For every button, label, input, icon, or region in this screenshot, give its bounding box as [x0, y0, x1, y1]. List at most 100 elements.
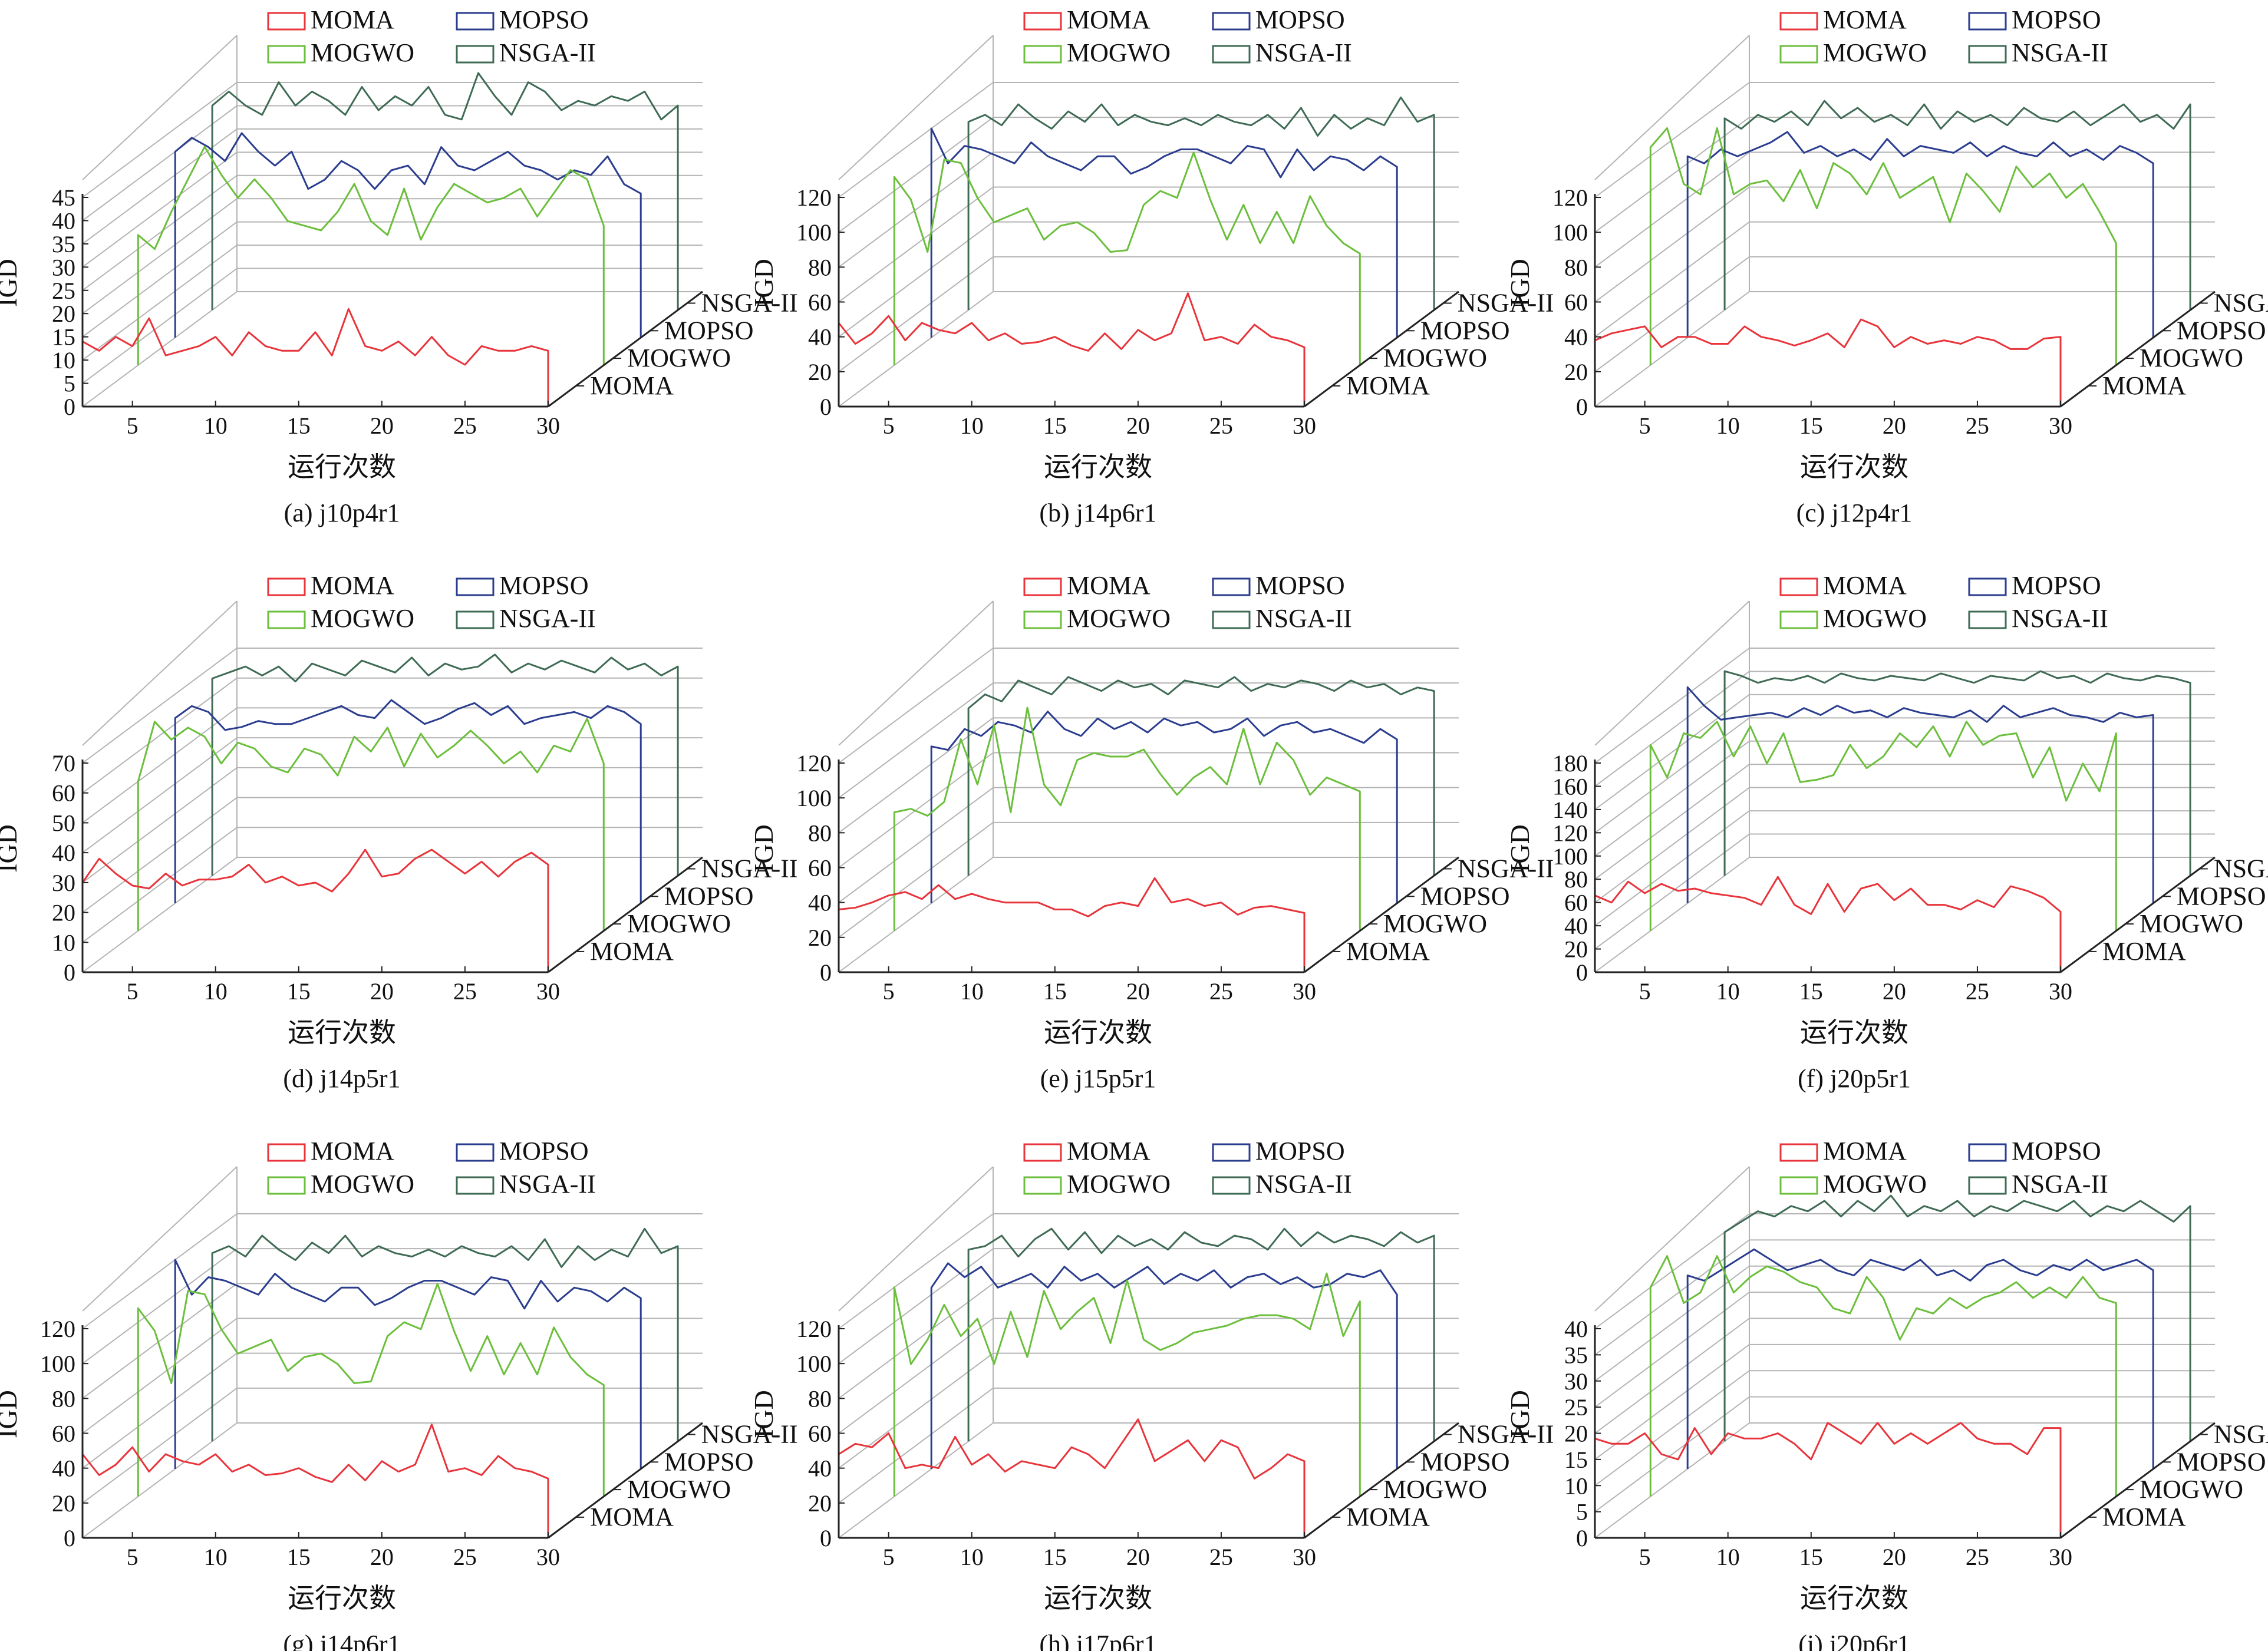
side-gridline: [838, 186, 994, 303]
series-line-moma: [1594, 318, 2062, 407]
depth-label-mogwo: MOGWO: [2140, 909, 2243, 938]
depth-label-moma: MOMA: [1346, 937, 1430, 966]
legend-label-mopso: MOPSO: [1255, 5, 1345, 34]
y-tick-label: 40: [52, 840, 75, 866]
side-gridline: [838, 600, 994, 746]
legend-swatch-moma: [1023, 12, 1062, 31]
side-gridline: [838, 822, 994, 938]
x-tick-label: 15: [1043, 978, 1067, 1005]
legend-swatch-moma: [1779, 12, 1818, 31]
legend-label-mogwo: MOGWO: [1067, 38, 1171, 67]
side-gridline: [1594, 1166, 1750, 1312]
y-tick-label: 0: [1576, 1525, 1588, 1551]
x-tick-label: 10: [204, 412, 228, 439]
y-tick-label: 180: [1552, 750, 1588, 777]
series-line-nsga-ii: [211, 72, 679, 311]
side-gridline: [1594, 764, 1750, 880]
side-gridline: [838, 1283, 994, 1399]
side-gridline: [82, 1248, 238, 1364]
x-axis-title: 运行次数: [1044, 1018, 1152, 1048]
legend-swatch-mogwo: [267, 610, 306, 629]
side-gridline: [82, 600, 238, 746]
x-tick-label: 15: [287, 1544, 311, 1570]
side-gridline: [838, 221, 994, 338]
side-gridline: [1594, 35, 1750, 180]
y-tick-label: 25: [52, 278, 75, 304]
x-tick-label: 30: [536, 978, 560, 1005]
depth-axis: [1304, 1422, 1459, 1539]
legend-swatch-mogwo: [1023, 45, 1062, 64]
x-tick-label: 20: [370, 978, 394, 1005]
y-tick-label: 60: [808, 855, 832, 881]
legend-label-nsga-ii: NSGA-II: [2012, 604, 2108, 633]
series-line-moma: [838, 1418, 1306, 1538]
y-tick-label: 60: [808, 289, 832, 316]
depth-label-moma: MOMA: [2102, 371, 2186, 400]
y-tick-label: 10: [1564, 1472, 1588, 1499]
y-tick-label: 40: [808, 1455, 832, 1482]
depth-label-mopso: MOPSO: [2177, 881, 2266, 910]
y-tick-label: 30: [52, 870, 75, 896]
y-tick-label: 80: [1564, 254, 1588, 280]
y-tick-label: 40: [1564, 913, 1588, 939]
legend-label-moma: MOMA: [311, 571, 394, 600]
y-tick-label: 100: [40, 1350, 75, 1377]
side-gridline: [1594, 82, 1750, 198]
chart-caption: (b) j14p6r1: [1039, 498, 1156, 527]
depth-axis: [2060, 1422, 2216, 1539]
y-axis-title: IGD: [0, 259, 22, 307]
x-tick-label: 25: [1209, 978, 1233, 1005]
legend-swatch-mopso: [1212, 12, 1251, 31]
y-tick-label: 45: [52, 184, 75, 211]
y-tick-label: 0: [64, 959, 75, 986]
y-tick-label: 80: [808, 254, 832, 280]
x-tick-label: 25: [1966, 978, 1989, 1005]
x-tick-label: 10: [204, 978, 228, 1005]
series-line-mogwo: [1649, 1255, 2117, 1497]
x-tick-label: 15: [1043, 1544, 1067, 1570]
side-gridline: [838, 648, 994, 764]
side-gridline: [1594, 1292, 1750, 1408]
side-gridline: [1594, 1396, 1750, 1513]
side-gridline: [1594, 117, 1750, 233]
depth-label-nsga-ii: NSGA-II: [701, 289, 798, 318]
y-tick-label: 60: [1564, 289, 1588, 316]
side-gridline: [82, 174, 238, 291]
side-gridline: [82, 198, 238, 315]
x-tick-label: 30: [536, 412, 560, 439]
x-tick-label: 5: [127, 978, 139, 1005]
x-axis-title: 运行次数: [288, 1018, 396, 1048]
chart-caption: (e) j15p5r1: [1040, 1064, 1156, 1093]
side-gridline: [838, 682, 994, 798]
y-tick-label: 50: [52, 810, 75, 836]
series-line-nsga-ii: [211, 1227, 679, 1442]
x-axis-title: 运行次数: [1044, 1583, 1152, 1613]
legend-label-moma: MOMA: [311, 5, 394, 34]
legend-label-mopso: MOPSO: [499, 5, 589, 34]
y-tick-label: 0: [820, 1525, 832, 1551]
y-tick-label: 0: [1576, 394, 1588, 420]
x-tick-label: 30: [1293, 412, 1316, 439]
side-gridline: [1594, 600, 1750, 746]
side-gridline: [1594, 291, 1750, 407]
legend-label-nsga-ii: NSGA-II: [1255, 1170, 1352, 1198]
legend-label-mopso: MOPSO: [2012, 1137, 2101, 1165]
y-tick-label: 15: [1564, 1447, 1588, 1473]
depth-label-mopso: MOPSO: [664, 1447, 754, 1476]
side-gridline: [1594, 810, 1750, 926]
legend-swatch-nsga-ii: [1968, 610, 2007, 629]
side-gridline: [838, 787, 994, 903]
y-tick-label: 0: [64, 1525, 75, 1551]
depth-axis: [2060, 290, 2216, 408]
side-gridline: [838, 1422, 994, 1538]
legend-swatch-moma: [1779, 1143, 1818, 1162]
depth-label-nsga-ii: NSGA-II: [701, 1420, 798, 1449]
y-tick-label: 30: [1564, 1368, 1588, 1395]
legend-label-moma: MOMA: [1823, 1137, 1907, 1165]
side-gridline: [82, 737, 238, 853]
